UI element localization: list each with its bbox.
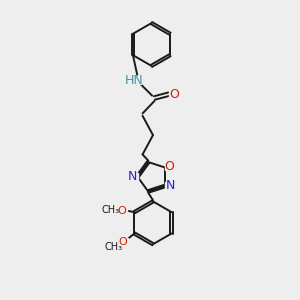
Text: N: N bbox=[166, 179, 175, 192]
Bar bbox=[169, 90, 179, 98]
Bar bbox=[165, 182, 175, 190]
Text: CH₃: CH₃ bbox=[102, 205, 120, 215]
Text: HN: HN bbox=[124, 74, 143, 87]
Text: O: O bbox=[169, 88, 179, 100]
Text: O: O bbox=[118, 206, 126, 216]
Bar bbox=[117, 206, 127, 215]
Text: O: O bbox=[165, 160, 175, 173]
Bar bbox=[128, 172, 138, 181]
Text: CH₃: CH₃ bbox=[105, 242, 123, 252]
Text: O: O bbox=[119, 237, 128, 247]
Bar bbox=[118, 238, 128, 246]
Bar bbox=[165, 162, 175, 170]
Text: N: N bbox=[128, 170, 137, 183]
Bar bbox=[126, 76, 141, 84]
